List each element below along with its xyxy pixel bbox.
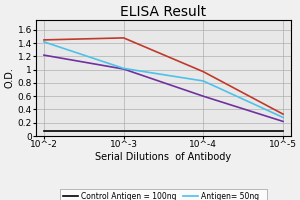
Antigen= 50ng bbox=[122, 67, 125, 70]
Control Antigen = 100ng bbox=[202, 129, 205, 132]
Line: Antigen= 10ng: Antigen= 10ng bbox=[44, 55, 283, 121]
Antigen= 50ng bbox=[281, 116, 285, 119]
Legend: Control Antigen = 100ng, Antigen= 10ng, Antigen= 50ng, Antigen= 100ng: Control Antigen = 100ng, Antigen= 10ng, … bbox=[60, 189, 267, 200]
Antigen= 50ng bbox=[202, 80, 205, 82]
Antigen= 50ng bbox=[42, 41, 46, 43]
Control Antigen = 100ng bbox=[281, 129, 285, 132]
Control Antigen = 100ng bbox=[42, 129, 46, 132]
Antigen= 100ng bbox=[122, 37, 125, 39]
Antigen= 100ng bbox=[202, 71, 205, 73]
Antigen= 10ng bbox=[42, 54, 46, 56]
Line: Antigen= 100ng: Antigen= 100ng bbox=[44, 38, 283, 114]
Antigen= 100ng bbox=[281, 113, 285, 115]
Y-axis label: O.D.: O.D. bbox=[5, 68, 15, 88]
Antigen= 10ng bbox=[202, 95, 205, 97]
Line: Antigen= 50ng: Antigen= 50ng bbox=[44, 42, 283, 117]
Antigen= 10ng bbox=[281, 120, 285, 123]
Antigen= 100ng bbox=[42, 39, 46, 41]
Antigen= 10ng bbox=[122, 68, 125, 70]
Control Antigen = 100ng bbox=[122, 129, 125, 132]
Title: ELISA Result: ELISA Result bbox=[120, 5, 207, 19]
X-axis label: Serial Dilutions  of Antibody: Serial Dilutions of Antibody bbox=[95, 152, 232, 162]
